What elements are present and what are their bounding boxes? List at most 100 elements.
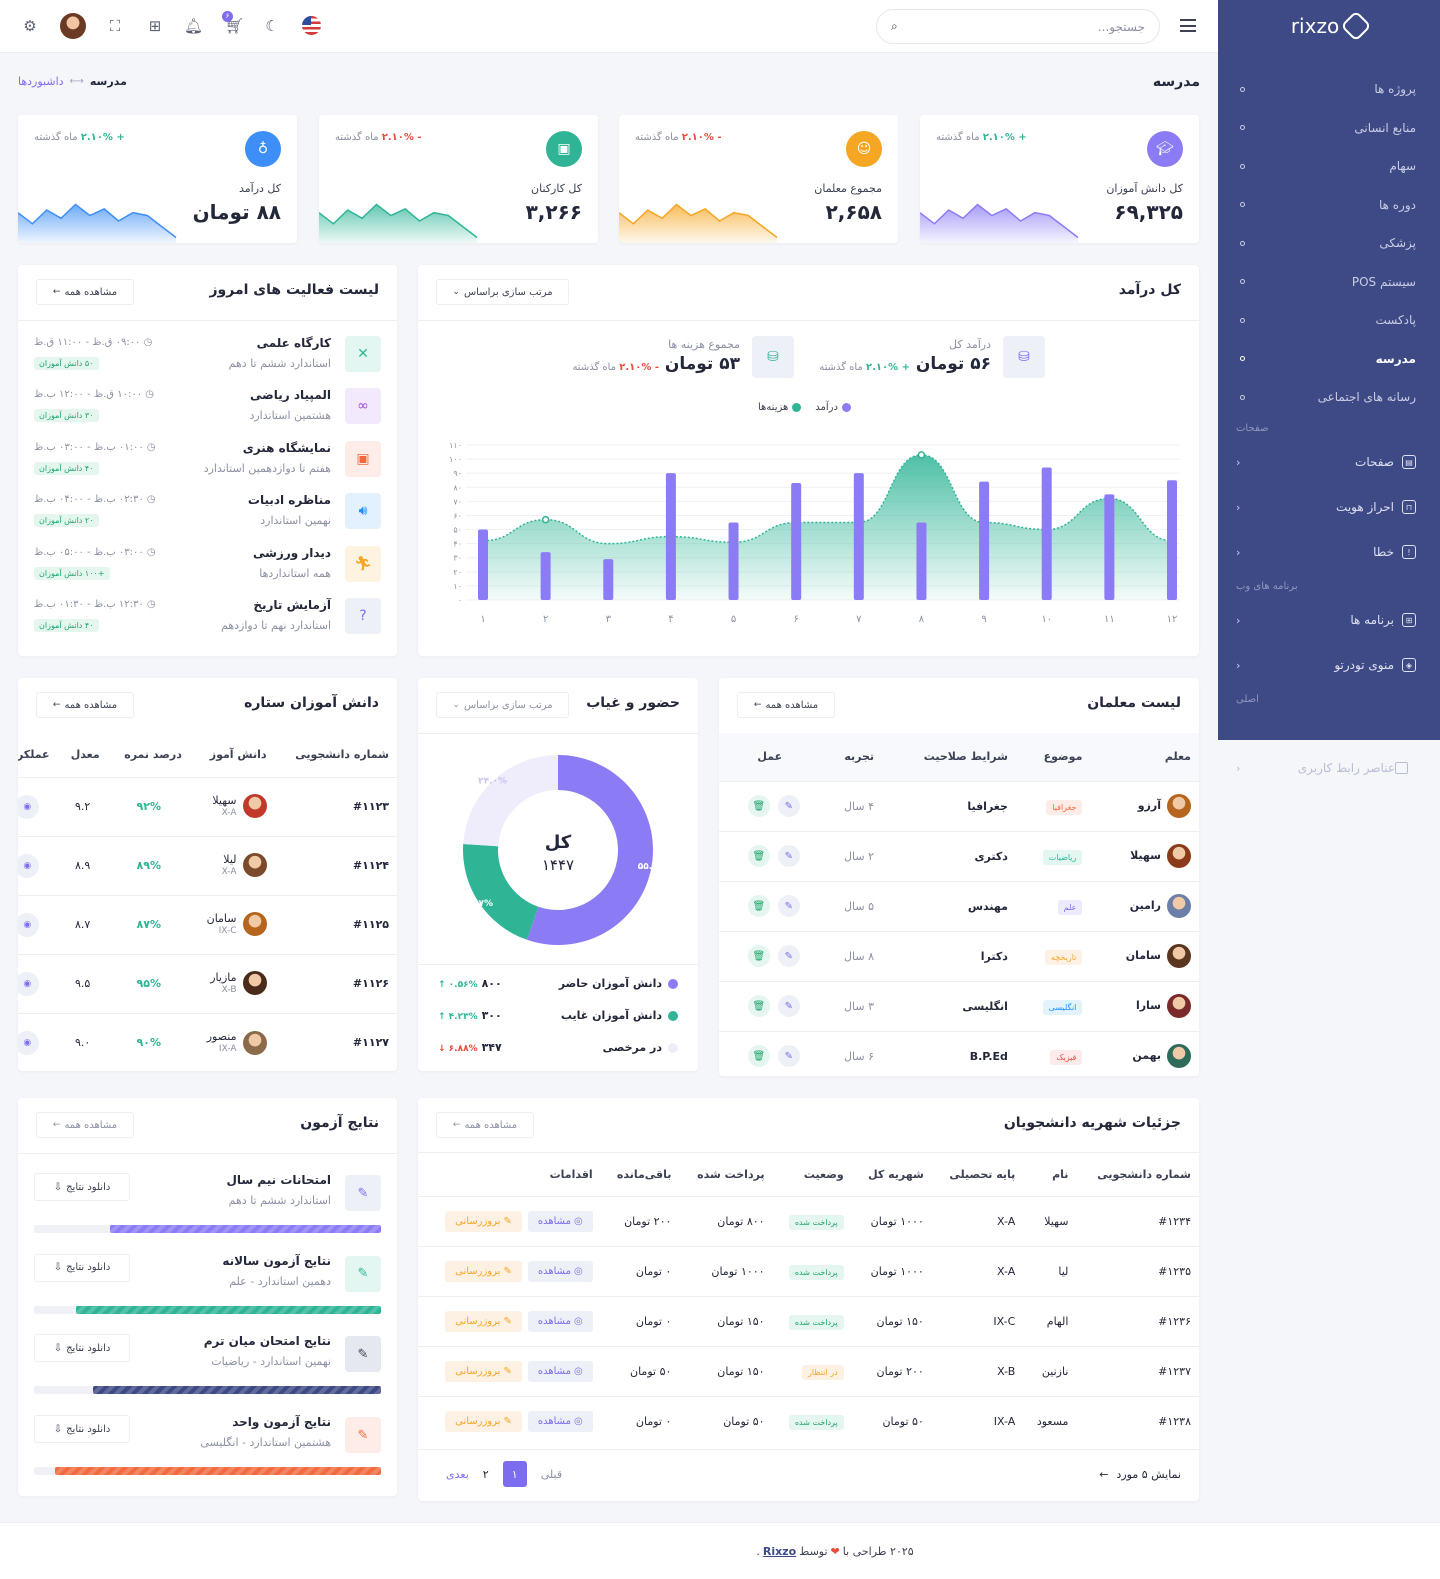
sidebar-group[interactable]: ⊓ احراز هویت ‹ xyxy=(1218,485,1440,530)
circle-icon xyxy=(1240,202,1245,208)
delete-button[interactable]: 🗑︎ xyxy=(747,895,770,917)
delete-button[interactable]: 🗑︎ xyxy=(747,1045,770,1068)
attendance-donut-chart: ۵۵.۳% ۲۰.۷% ۲۴.۰% کل ۱۴۴۷ xyxy=(463,755,667,945)
sidebar-item[interactable]: دوره ها xyxy=(1218,186,1440,225)
update-button[interactable]: ✎ بروزرسانی xyxy=(445,1361,522,1382)
teacher-name: سارا xyxy=(1135,999,1161,1012)
eye-icon[interactable]: ◉ xyxy=(18,794,40,819)
donut-center-value: ۱۴۴۷ xyxy=(542,856,574,874)
moon-icon[interactable]: ☾ xyxy=(265,17,279,35)
gear-icon[interactable]: ⚙ xyxy=(23,17,37,35)
sidebar-item[interactable]: پادکست xyxy=(1218,301,1440,340)
brand-logo[interactable]: rixzo xyxy=(1218,0,1440,52)
edit-button[interactable]: ✎ xyxy=(777,995,800,1017)
sidebar-item-ui-elements[interactable]: عناصر رابط کاربری ‹ xyxy=(1218,748,1440,788)
eye-icon: ◎ xyxy=(573,1366,583,1377)
prev-page-button[interactable]: قبلی xyxy=(540,1467,563,1481)
apps-grid-icon[interactable]: ⊞ xyxy=(148,17,162,35)
exam-subtitle: استاندارد ششم تا دهم xyxy=(228,1194,331,1207)
sidebar-group[interactable]: ▤ صفحات ‹ xyxy=(1218,440,1440,485)
edit-button[interactable]: ✎ xyxy=(777,945,800,967)
activity-item[interactable]: 🏃︎ دیدار ورزشی همه استانداردها ◷ ۰۳:۰۰ ب.ظ … xyxy=(34,545,381,598)
sidebar-group[interactable]: ◈ منوی تودرتو ‹ xyxy=(1218,643,1440,688)
update-button[interactable]: ✎ بروزرسانی xyxy=(445,1211,522,1232)
activity-badge: ۵۰ دانش آموزان xyxy=(34,357,99,370)
eye-icon[interactable]: ◉ xyxy=(18,912,40,937)
gpa: ۹.۵ xyxy=(57,953,108,1013)
eye-icon[interactable]: ◉ xyxy=(18,853,40,878)
download-results-button[interactable]: دانلود نتایج ⇩ xyxy=(34,1173,130,1201)
edit-button[interactable]: ✎ xyxy=(777,795,800,817)
delete-button[interactable]: 🗑︎ xyxy=(747,995,770,1017)
edit-button[interactable]: ✎ xyxy=(777,1045,800,1068)
view-button[interactable]: ◎ مشاهده xyxy=(527,1311,593,1332)
table-row: بهمن فیزیک B.P.Ed ۶ سال ✎ 🗑︎ xyxy=(719,1030,1199,1076)
menu-toggle-icon[interactable] xyxy=(1180,19,1196,32)
download-results-button[interactable]: دانلود نتایج ⇩ xyxy=(34,1415,130,1444)
search-input[interactable]: جستجو... ⌕ xyxy=(876,9,1160,44)
pencil-icon: ✎ xyxy=(345,1336,381,1373)
eye-icon[interactable]: ◉ xyxy=(18,1030,40,1055)
sidebar-group-label: برنامه ها xyxy=(1350,613,1394,627)
activity-item[interactable]: ∞ المپیاد ریاضی هشتمین استاندارد ◷ ۱۰:۰۰ ق.… xyxy=(34,388,381,440)
view-all-button[interactable]: مشاهده همه ← xyxy=(36,279,134,305)
delete-button[interactable]: 🗑︎ xyxy=(747,845,770,867)
sort-dropdown[interactable]: مرتب سازی براساس ⌄ xyxy=(436,692,569,718)
view-button[interactable]: ◎ مشاهده xyxy=(527,1361,593,1382)
view-button[interactable]: ◎ مشاهده xyxy=(527,1211,593,1232)
sidebar-groups-pages: ▤ صفحات ‹ ⊓ احراز هویت ‹! خطا ‹ xyxy=(1218,440,1440,575)
delete-button[interactable]: 🗑︎ xyxy=(747,945,770,967)
stat-card: ▣ - ۲.۱۰% ماه گذشته کل کارکنان ۳,۲۶۶ xyxy=(319,115,598,243)
sort-dropdown[interactable]: مرتب سازی براساس ⌄ xyxy=(436,279,569,305)
student-name: سامان xyxy=(206,911,237,925)
subject-tag: جغرافیا xyxy=(1046,799,1083,815)
delete-button[interactable]: 🗑︎ xyxy=(747,795,770,817)
fullscreen-icon[interactable]: ⛶ xyxy=(109,17,121,35)
next-page-button[interactable]: بعدی xyxy=(446,1467,469,1481)
edit-button[interactable]: ✎ xyxy=(777,845,800,867)
footer-brand-link[interactable]: Rixzo xyxy=(762,1544,797,1558)
income-bar xyxy=(540,552,551,600)
avatar[interactable] xyxy=(60,13,86,39)
sidebar-item[interactable]: سیستم POS xyxy=(1218,263,1440,302)
update-button[interactable]: ✎ بروزرسانی xyxy=(445,1261,522,1282)
sidebar-group[interactable]: ⊞ برنامه ها ‹ xyxy=(1218,598,1440,643)
circle-icon xyxy=(1240,317,1245,323)
fee-remaining: ۰ تومان xyxy=(600,1396,680,1447)
bell-icon[interactable]: 🔔︎ xyxy=(184,17,204,35)
view-button[interactable]: ◎ مشاهده xyxy=(527,1411,593,1433)
performance-cell: ◉ xyxy=(18,953,58,1013)
breadcrumb-parent[interactable]: داشبوردها xyxy=(18,75,64,88)
sidebar-item[interactable]: منابع انسانی xyxy=(1218,109,1440,148)
sidebar-item[interactable]: پروژه ها xyxy=(1218,70,1440,109)
page-1-button[interactable]: ۱ xyxy=(502,1461,527,1487)
edit-button[interactable]: ✎ xyxy=(777,895,800,917)
sidebar-item[interactable]: رسانه های اجتماعی xyxy=(1218,378,1440,417)
view-all-button[interactable]: مشاهده همه ← xyxy=(737,692,835,718)
activity-subtitle: استاندارد نهم تا دوازدهم xyxy=(221,619,331,632)
exam-item: ✎ نتایج آزمون واحد هشتمین استاندارد - انگل… xyxy=(34,1407,381,1477)
activity-item[interactable]: ▣ نمایشگاه هنری هفتم تا دوازدهمین استاندار… xyxy=(34,440,381,493)
eye-icon[interactable]: ◉ xyxy=(18,971,40,996)
view-button[interactable]: ◎ مشاهده xyxy=(527,1261,593,1282)
sidebar-group[interactable]: ! خطا ‹ xyxy=(1218,530,1440,575)
circle-icon xyxy=(1240,356,1245,362)
us-flag-icon[interactable] xyxy=(302,16,321,35)
page-2-button[interactable]: ۲ xyxy=(482,1467,489,1481)
view-all-button[interactable]: مشاهده همه ← xyxy=(36,1112,134,1138)
update-button[interactable]: ✎ بروزرسانی xyxy=(445,1311,522,1332)
activity-item[interactable]: 🔊︎ مناظره ادبیات نهمین استاندارد ◷ ۰۲:۳۰ ب.… xyxy=(34,493,381,545)
download-results-button[interactable]: دانلود نتایج ⇩ xyxy=(34,1253,130,1282)
sidebar-item[interactable]: سهام xyxy=(1218,147,1440,186)
update-button[interactable]: ✎ بروزرسانی xyxy=(445,1411,522,1433)
subject-tag: فیزیک xyxy=(1050,1049,1083,1065)
activity-item[interactable]: ✕ کارگاه علمی استاندارد ششم تا دهم ◷ ۰۹:۰۰ … xyxy=(34,336,381,388)
sidebar-item[interactable]: پزشکی xyxy=(1218,224,1440,263)
sidebar-item[interactable]: مدرسه xyxy=(1218,340,1440,379)
download-results-button[interactable]: دانلود نتایج ⇩ xyxy=(34,1334,130,1363)
activity-item[interactable]: ? آزمایش تاریخ استاندارد نهم تا دوازدهم ◷ ۱… xyxy=(34,598,381,650)
fees-table-wrap: شماره دانشجویی نام پایه تحصیلی شهریه کل وضعی… xyxy=(418,1152,1199,1447)
x-tick-label: ۱۱ xyxy=(1104,614,1115,625)
view-all-button[interactable]: مشاهده همه ← xyxy=(436,1112,534,1138)
view-all-button[interactable]: مشاهده همه ← xyxy=(36,692,134,718)
